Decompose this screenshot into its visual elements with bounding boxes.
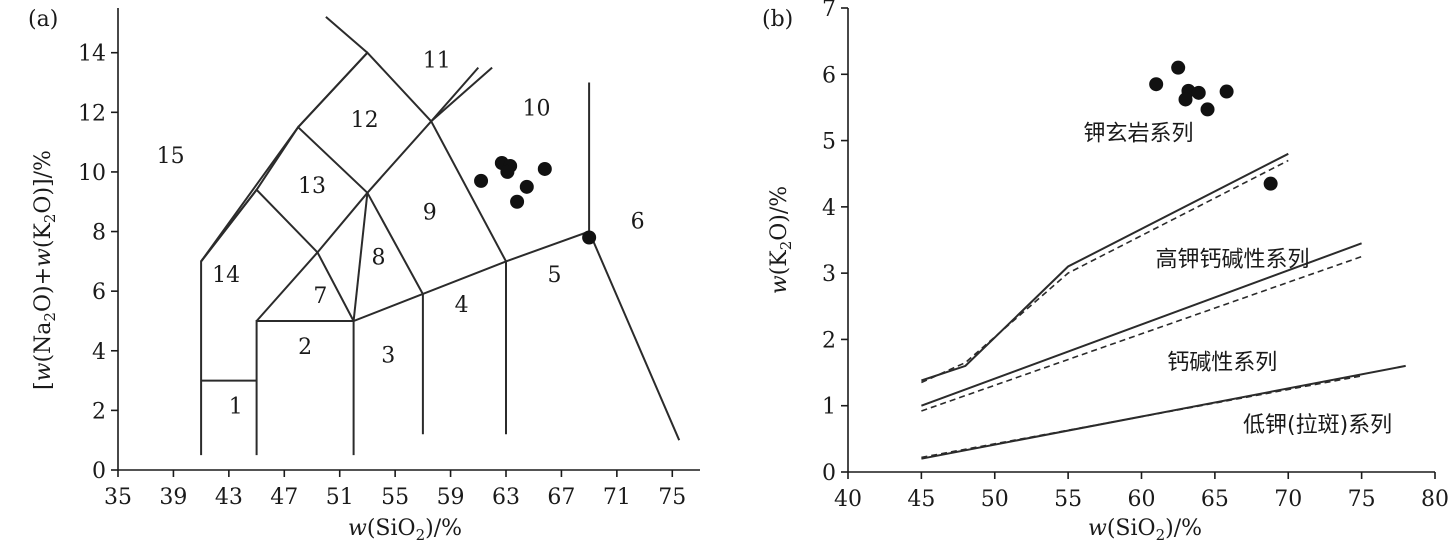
field-label-9: 9 bbox=[423, 201, 437, 226]
field-label-15: 15 bbox=[157, 144, 185, 169]
field-boundary bbox=[200, 51, 432, 262]
field-boundary bbox=[255, 230, 681, 456]
field-label-7: 7 bbox=[313, 284, 327, 309]
panel-b-y-tick-label: 7 bbox=[822, 0, 836, 22]
panel-b-y-tick-label: 1 bbox=[822, 395, 836, 420]
panel-a-y-tick-label: 4 bbox=[92, 340, 106, 365]
panel-b-x-tick-label: 75 bbox=[1348, 487, 1376, 512]
field-boundary bbox=[430, 120, 507, 262]
sample-point bbox=[1200, 102, 1215, 117]
sample-point bbox=[1171, 60, 1186, 75]
panel-a-x-tick-label: 39 bbox=[159, 485, 187, 510]
panel-a-x-tick-label: 71 bbox=[603, 485, 631, 510]
panel-b-x-tick-label: 40 bbox=[834, 487, 862, 512]
panel-b-label: (b) bbox=[762, 7, 793, 32]
sample-point bbox=[510, 194, 525, 209]
field-label-8: 8 bbox=[372, 245, 386, 270]
panel-a-x-tick-label: 75 bbox=[658, 485, 686, 510]
field-boundary bbox=[325, 16, 369, 54]
panel-a-boundaries bbox=[200, 16, 681, 456]
field-label-10: 10 bbox=[522, 96, 550, 121]
field-label-2: 2 bbox=[298, 335, 312, 360]
panel-b-x-tick-label: 80 bbox=[1421, 487, 1449, 512]
panel-b-y-tick-label: 5 bbox=[822, 130, 836, 155]
panel-b-x-tick-label: 65 bbox=[1201, 487, 1229, 512]
field-label-3: 3 bbox=[381, 344, 395, 369]
field-label-4: 4 bbox=[455, 293, 469, 318]
panel-a-x-tick-label: 59 bbox=[437, 485, 465, 510]
panel-b-x-tick-label: 60 bbox=[1128, 487, 1156, 512]
sample-point bbox=[519, 179, 534, 194]
panel-b-x-tick-label: 45 bbox=[907, 487, 935, 512]
sample-point bbox=[1191, 85, 1206, 100]
field-label-6: 6 bbox=[631, 210, 645, 235]
series-line-solid bbox=[921, 242, 1362, 407]
field-label-13: 13 bbox=[298, 174, 326, 199]
series-label: 钙碱性系列 bbox=[1167, 350, 1277, 375]
panel-b-points bbox=[1149, 60, 1278, 191]
sample-point bbox=[1149, 77, 1164, 92]
series-line-dashed bbox=[921, 375, 1362, 459]
series-label: 钾玄岩系列 bbox=[1084, 122, 1194, 147]
panel-a-y-tick-label: 2 bbox=[92, 399, 106, 424]
sample-point bbox=[582, 230, 597, 245]
field-label-14: 14 bbox=[212, 263, 240, 288]
panel-a-points bbox=[474, 155, 597, 245]
panel-a-label: (a) bbox=[28, 7, 58, 32]
panel-a-y-tick-label: 8 bbox=[92, 221, 106, 246]
panel-a-x-tick-label: 63 bbox=[492, 485, 520, 510]
panel-a-x-tick-label: 35 bbox=[104, 485, 132, 510]
panel-a-xlabel: w(SiO2)/% bbox=[348, 516, 462, 544]
field-label-5: 5 bbox=[548, 263, 562, 288]
series-label: 高钾钙碱性系列 bbox=[1155, 248, 1309, 273]
panel-b-y-tick-label: 6 bbox=[822, 63, 836, 88]
field-label-12: 12 bbox=[351, 108, 379, 133]
series-line-dashed bbox=[921, 159, 1289, 384]
panel-b-y-tick-label: 0 bbox=[822, 461, 836, 486]
panel-a-x-tick-label: 67 bbox=[547, 485, 575, 510]
panel-b-x-tick-label: 70 bbox=[1274, 487, 1302, 512]
panel-b-y-tick-label: 3 bbox=[822, 262, 836, 287]
panel-b-x-tick-label: 50 bbox=[981, 487, 1009, 512]
field-boundary bbox=[366, 192, 424, 295]
field-label-11: 11 bbox=[423, 49, 451, 74]
field-boundary bbox=[255, 250, 355, 456]
sample-point bbox=[1219, 84, 1234, 99]
series-label: 低钾(拉斑)系列 bbox=[1243, 413, 1392, 438]
panel-a-y-tick-label: 10 bbox=[78, 161, 106, 186]
panel-b-xlabel: w(SiO2)/% bbox=[1088, 516, 1202, 544]
sample-point bbox=[1178, 92, 1193, 107]
panel-b-y-tick-label: 2 bbox=[822, 328, 836, 353]
panel-a-y-tick-label: 12 bbox=[78, 101, 106, 126]
panel-a-y-tick-label: 0 bbox=[92, 459, 106, 484]
panel-b-series-lines bbox=[921, 152, 1406, 460]
panel-a-y-tick-label: 6 bbox=[92, 280, 106, 305]
panel-a-x-tick-label: 55 bbox=[381, 485, 409, 510]
panel-b-x-tick-label: 55 bbox=[1054, 487, 1082, 512]
sample-point bbox=[537, 161, 552, 176]
field-label-1: 1 bbox=[229, 394, 243, 419]
sample-point bbox=[500, 164, 515, 179]
panel-a-x-tick-label: 47 bbox=[270, 485, 298, 510]
panel-a-x-tick-label: 43 bbox=[215, 485, 243, 510]
panel-b-ylabel: w(K2O)/% bbox=[767, 186, 795, 294]
sample-point bbox=[474, 173, 489, 188]
panel-a-x-tick-label: 51 bbox=[326, 485, 354, 510]
panel-a-y-tick-label: 14 bbox=[78, 42, 106, 67]
sample-point bbox=[1263, 176, 1278, 191]
panel-a-ylabel: [w(Na2O)+w(K2O)]/% bbox=[31, 150, 59, 390]
field-boundary bbox=[430, 66, 493, 123]
series-line-dashed bbox=[921, 255, 1362, 412]
field-boundary bbox=[352, 192, 369, 322]
panel-b-y-tick-label: 4 bbox=[822, 196, 836, 221]
